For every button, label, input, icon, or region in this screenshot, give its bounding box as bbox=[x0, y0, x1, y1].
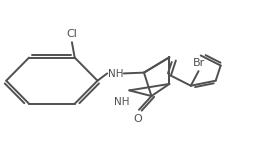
Text: Br: Br bbox=[193, 58, 205, 68]
Text: O: O bbox=[133, 114, 142, 124]
Text: NH: NH bbox=[114, 97, 129, 107]
Text: NH: NH bbox=[108, 69, 123, 79]
Text: Cl: Cl bbox=[66, 29, 77, 39]
